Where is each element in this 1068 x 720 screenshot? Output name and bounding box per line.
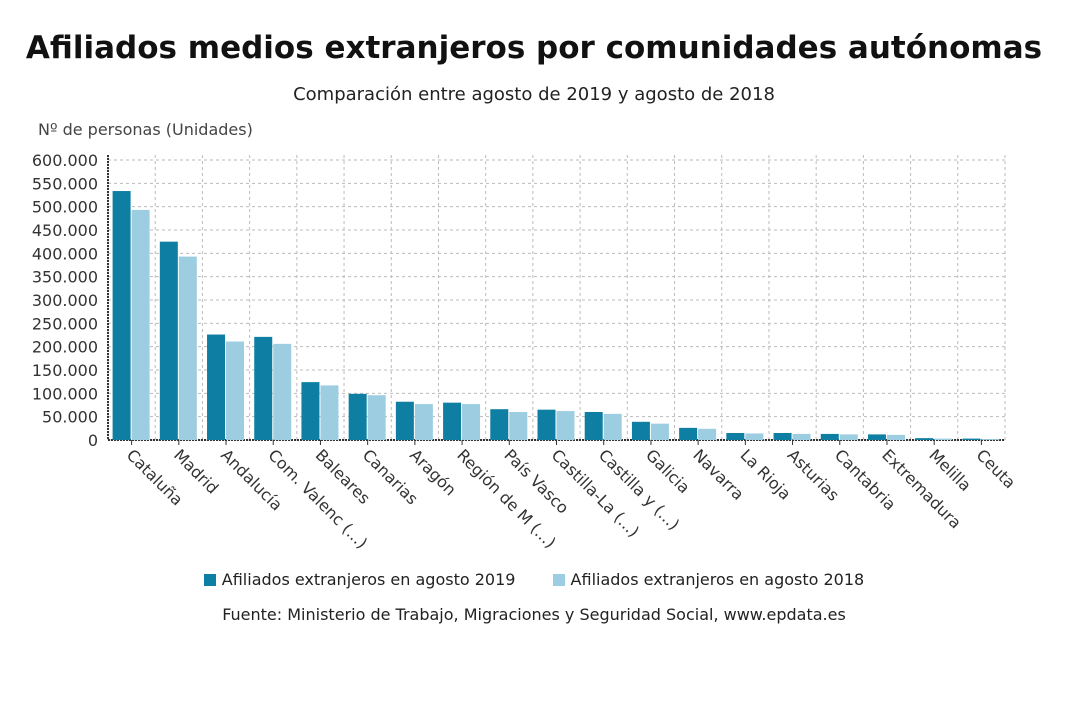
bar-2019 [112, 191, 131, 440]
bar-2018 [131, 209, 150, 440]
bar-2019 [962, 438, 981, 440]
legend-swatch-2019 [203, 573, 216, 586]
bar-2019 [915, 438, 934, 440]
y-tick-label: 200.000 [32, 338, 98, 357]
bar-2018 [792, 433, 811, 440]
y-tick-label: 0 [88, 431, 98, 450]
y-tick-label: 300.000 [32, 291, 98, 310]
bar-2019 [631, 421, 650, 440]
y-tick-label: 100.000 [32, 384, 98, 403]
bar-2018 [886, 434, 905, 440]
chart-subtitle: Comparación entre agosto de 2019 y agost… [293, 84, 775, 105]
bar-2019 [726, 433, 745, 440]
y-tick-label: 550.000 [32, 174, 98, 193]
bar-2019 [584, 412, 603, 440]
y-axis-label: Nº de personas (Unidades) [38, 120, 253, 139]
bar-2018 [745, 433, 764, 440]
y-tick-label: 150.000 [32, 361, 98, 380]
bar-2019 [207, 334, 226, 440]
bar-2018 [414, 404, 433, 440]
bar-2019 [443, 402, 462, 440]
y-tick-label: 600.000 [32, 151, 98, 170]
bar-2019 [348, 393, 367, 440]
bar-2018 [178, 256, 197, 440]
bar-2019 [395, 401, 414, 440]
bar-2019 [820, 433, 839, 440]
y-tick-label: 450.000 [32, 221, 98, 240]
bar-2019 [254, 336, 273, 440]
y-tick-label: 400.000 [32, 244, 98, 263]
bar-2019 [537, 409, 556, 440]
y-tick-label: 250.000 [32, 314, 98, 333]
bar-2019 [490, 409, 509, 440]
bar-2019 [159, 241, 178, 440]
bar-2019 [301, 382, 320, 440]
legend: Afiliados extranjeros en agosto 2019 Afi… [0, 570, 1068, 590]
bar-2019 [679, 427, 698, 440]
bar-2018 [650, 423, 669, 440]
bar-2018 [934, 438, 953, 440]
bar-2018 [462, 404, 481, 440]
bar-2018 [509, 412, 528, 440]
legend-label-2018: Afiliados extranjeros en agosto 2018 [570, 570, 865, 589]
y-tick-label: 500.000 [32, 198, 98, 217]
bar-2018 [698, 428, 717, 440]
bar-2018 [367, 395, 386, 440]
bar-2019 [773, 433, 792, 440]
y-tick-label: 350.000 [32, 268, 98, 287]
chart-title: Afiliados medios extranjeros por comunid… [25, 30, 1043, 66]
bar-2018 [320, 385, 339, 440]
source-note: Fuente: Ministerio de Trabajo, Migracion… [222, 605, 846, 624]
legend-swatch-2018 [552, 573, 565, 586]
bar-2018 [556, 411, 575, 440]
legend-item-2019[interactable]: Afiliados extranjeros en agosto 2019 [203, 570, 516, 589]
bar-2018 [839, 434, 858, 440]
bar-chart: 0 50.000 100.000 150.000 200.000 250.000 300.0… [32, 151, 1020, 552]
x-tick-label: Ceuta [973, 445, 1020, 492]
legend-item-2018[interactable]: Afiliados extranjeros en agosto 2018 [552, 570, 865, 589]
bar-2018 [226, 341, 245, 440]
bar-2019 [867, 434, 886, 440]
x-tick-label: Navarra [689, 445, 748, 504]
legend-label-2019: Afiliados extranjeros en agosto 2019 [221, 570, 516, 589]
bar-2018 [273, 343, 292, 440]
y-tick-label: 50.000 [42, 408, 98, 427]
x-tick-label: La Rioja [737, 445, 795, 503]
bar-2018 [603, 413, 622, 440]
bar-2018 [981, 439, 1000, 440]
